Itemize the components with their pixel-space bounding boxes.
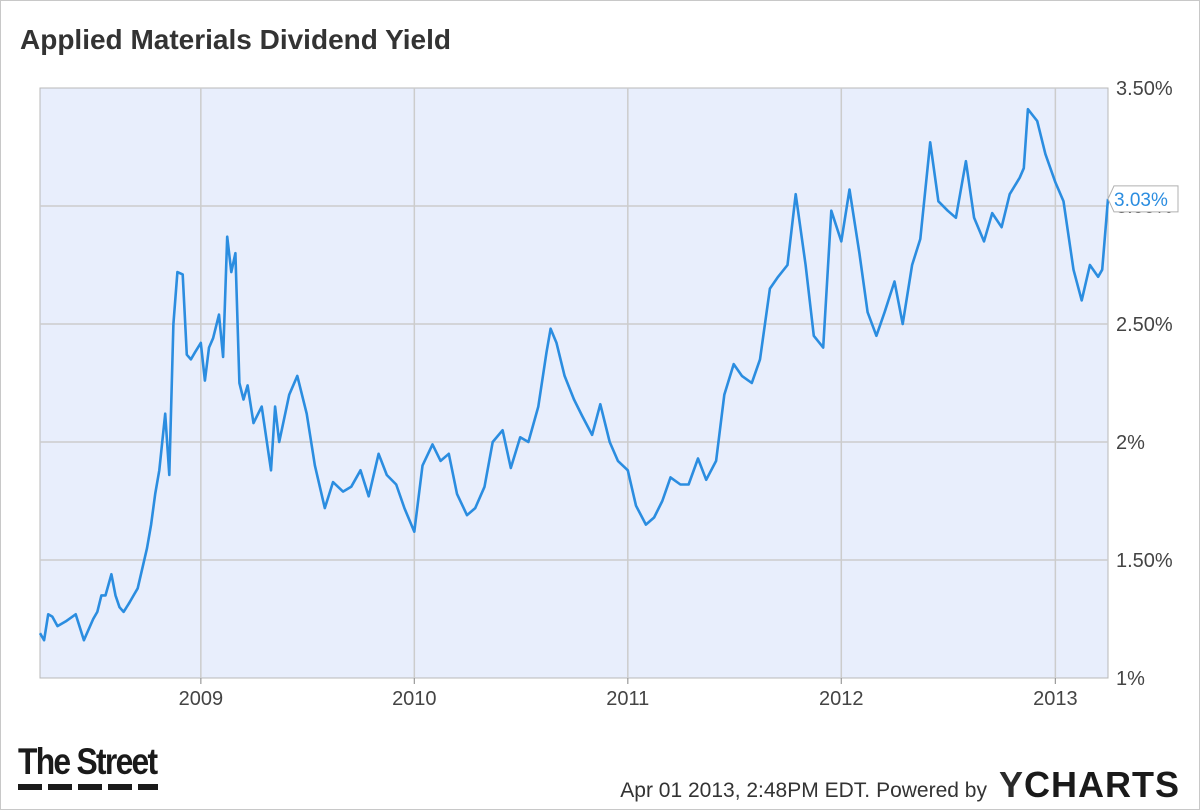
- y-tick-label: 1%: [1116, 668, 1145, 690]
- x-tick-label: 2013: [1033, 688, 1078, 710]
- y-tick-label: 3.50%: [1116, 78, 1173, 100]
- last-value-badge: 3.03%: [1107, 185, 1179, 213]
- footer-source: The Street: [18, 742, 179, 790]
- plot-area: [39, 87, 1109, 679]
- footer-attribution: Apr 01 2013, 2:48PM EDT. Powered by YCHA…: [620, 764, 1180, 806]
- x-tick-label: 2009: [179, 688, 224, 710]
- ycharts-logo: YCHARTS: [999, 764, 1180, 806]
- x-tick-label: 2011: [606, 688, 649, 710]
- x-tick-label: 2012: [819, 688, 864, 710]
- y-tick-label: 1.50%: [1116, 550, 1173, 572]
- last-value-label: 3.03%: [1114, 190, 1168, 211]
- grid-lines: [40, 88, 1108, 684]
- last-value-badge-box: [1107, 185, 1179, 213]
- timestamp: Apr 01 2013, 2:48PM EDT.: [620, 779, 871, 802]
- chart-title: Applied Materials Dividend Yield: [20, 24, 451, 55]
- series-line-dividend-yield: [38, 107, 1110, 642]
- x-tick-label: 2010: [392, 688, 437, 710]
- powered-by-label: Powered by: [876, 779, 987, 802]
- ycharts-logo-text: CHARTS: [1024, 764, 1180, 805]
- ycharts-logo-y: Y: [998, 764, 1024, 805]
- thestreet-logo-underline: [18, 784, 158, 790]
- y-tick-label: 2%: [1116, 432, 1145, 454]
- thestreet-logo: The Street: [18, 741, 158, 782]
- y-tick-label: 2.50%: [1116, 314, 1173, 336]
